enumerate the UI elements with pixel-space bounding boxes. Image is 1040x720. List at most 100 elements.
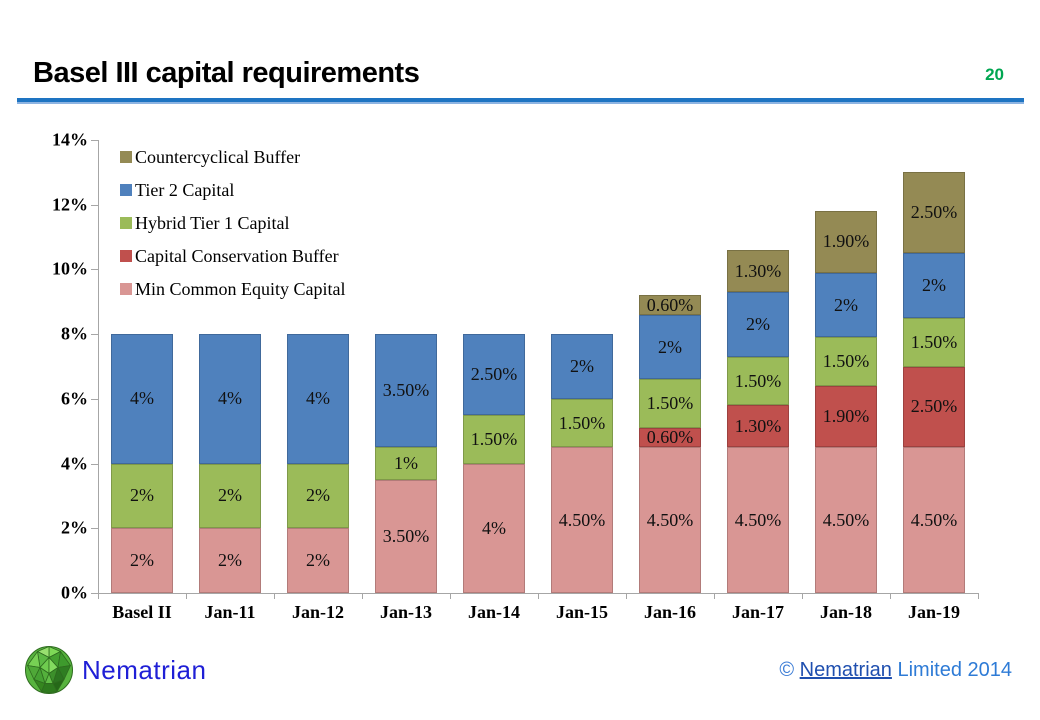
- legend-item: Tier 2 Capital: [120, 180, 346, 200]
- bar-segment: 1.50%: [815, 337, 877, 386]
- legend-item: Hybrid Tier 1 Capital: [120, 213, 346, 233]
- bar-segment: 2.50%: [463, 334, 525, 416]
- x-axis-category-label: Jan-18: [819, 602, 872, 622]
- bar-segment: 2.50%: [903, 172, 965, 254]
- bar-segment: 2%: [287, 463, 349, 529]
- bar-segment: 1%: [375, 447, 437, 480]
- legend-swatch-icon: [120, 283, 132, 295]
- data-label: 1%: [394, 453, 418, 474]
- data-label: 2%: [746, 313, 770, 334]
- data-label: 2%: [834, 294, 858, 315]
- x-axis-category-label: Jan-17: [731, 602, 784, 622]
- y-axis-tick: [91, 593, 98, 594]
- chart-legend: Countercyclical Buffer Tier 2 Capital Hybr…: [120, 147, 346, 312]
- copyright-link[interactable]: Nematrian: [799, 659, 892, 681]
- x-axis-category-label: Jan-19: [907, 602, 960, 622]
- bar-stack: 4.50% 1.50% 2%: [551, 334, 613, 593]
- y-axis-tick: [91, 398, 98, 400]
- x-axis-tick: [98, 593, 99, 599]
- bar-segment: 2%: [287, 528, 349, 593]
- bar-segment: 2%: [639, 314, 701, 380]
- legend-swatch-icon: [120, 151, 132, 163]
- legend-label: Tier 2 Capital: [135, 179, 235, 200]
- data-label: 1.50%: [910, 331, 958, 352]
- bar-segment: 1.50%: [727, 356, 789, 406]
- data-label: 1.90%: [822, 406, 870, 427]
- bar-stack: 4.50% 0.60% 1.50% 2% 0.60%: [639, 295, 701, 593]
- data-label: 2%: [570, 356, 594, 377]
- bar-segment: 2%: [815, 272, 877, 338]
- x-axis-tick: [362, 593, 363, 599]
- brand-name: Nematrian: [82, 655, 207, 685]
- bar-segment: 1.50%: [903, 317, 965, 367]
- bar-segment: 1.50%: [551, 398, 613, 448]
- bar-segment: 4.50%: [639, 447, 701, 593]
- x-axis-category-label: Jan-14: [467, 602, 520, 622]
- data-label: 4%: [130, 388, 154, 409]
- y-axis-tick-label: 2%: [61, 517, 88, 538]
- data-label: 1.50%: [470, 428, 518, 449]
- bar-stack: 4.50% 1.90% 1.50% 2% 1.90%: [815, 211, 877, 593]
- data-label: 2%: [306, 550, 330, 571]
- y-axis-tick: [91, 140, 98, 141]
- data-label: 4.50%: [646, 509, 694, 530]
- x-axis-tick: [450, 593, 451, 599]
- y-axis-tick: [91, 463, 98, 465]
- x-axis-category-label: Jan-13: [379, 602, 432, 622]
- x-axis-category-label: Jan-12: [291, 602, 344, 622]
- bar-stack: 2% 2% 4%: [111, 334, 173, 593]
- y-axis-tick: [91, 204, 98, 206]
- y-axis-tick-label: 0%: [61, 582, 88, 603]
- legend-item: Capital Conservation Buffer: [120, 246, 346, 266]
- x-axis-category-label: Basel II: [112, 602, 172, 622]
- data-label: 1.90%: [822, 231, 870, 252]
- bar-segment: 0.60%: [639, 294, 701, 315]
- bar-segment: 2%: [727, 292, 789, 357]
- data-label: 2%: [130, 550, 154, 571]
- bar-stack: 2% 2% 4%: [199, 334, 261, 593]
- legend-label: Hybrid Tier 1 Capital: [135, 212, 290, 233]
- x-axis-tick: [978, 593, 979, 599]
- copyright-line: © Nematrian Limited 2014: [779, 659, 1012, 682]
- title-divider-light: [17, 102, 1024, 104]
- bar-segment: 4%: [463, 463, 525, 593]
- bar-segment: 2%: [199, 463, 261, 529]
- bar-segment: 4.50%: [815, 447, 877, 593]
- y-axis-tick: [91, 528, 98, 530]
- title-divider: [17, 98, 1024, 104]
- data-label: 2%: [658, 336, 682, 357]
- data-label: 1.30%: [734, 415, 782, 436]
- bar-segment: 2%: [111, 463, 173, 529]
- data-label: 2.50%: [910, 202, 958, 223]
- nematrian-logo-icon: [25, 646, 73, 694]
- data-label: 0.60%: [646, 294, 694, 315]
- bar-segment: 2.50%: [903, 366, 965, 448]
- y-axis-tick-label: 8%: [61, 323, 88, 344]
- bar-segment: 4.50%: [551, 447, 613, 593]
- bar-segment: 1.90%: [815, 385, 877, 448]
- data-label: 0.60%: [646, 427, 694, 448]
- data-label: 4%: [306, 388, 330, 409]
- data-label: 3.50%: [382, 380, 430, 401]
- bar-segment: 1.30%: [727, 405, 789, 448]
- bar-segment: 3.50%: [375, 479, 437, 593]
- y-axis-tick-label: 12%: [52, 194, 88, 215]
- bar-stack: 2% 2% 4%: [287, 334, 349, 593]
- data-label: 4.50%: [558, 509, 606, 530]
- x-axis-tick: [538, 593, 539, 599]
- x-axis-category-label: Jan-16: [643, 602, 696, 622]
- bar-stack: 3.50% 1% 3.50%: [375, 334, 437, 593]
- legend-swatch-icon: [120, 217, 132, 229]
- data-label: 2%: [218, 485, 242, 506]
- x-axis-category-label: Jan-11: [204, 602, 256, 622]
- bar-segment: 2%: [111, 528, 173, 593]
- data-label: 1.30%: [734, 260, 782, 281]
- copyright-rest: Limited 2014: [897, 659, 1012, 681]
- data-label: 1.50%: [822, 351, 870, 372]
- x-axis-tick: [626, 593, 627, 599]
- x-axis-category-label: Jan-15: [555, 602, 608, 622]
- bar-segment: 1.30%: [727, 250, 789, 293]
- data-label: 2%: [922, 275, 946, 296]
- copyright-symbol: ©: [779, 659, 795, 681]
